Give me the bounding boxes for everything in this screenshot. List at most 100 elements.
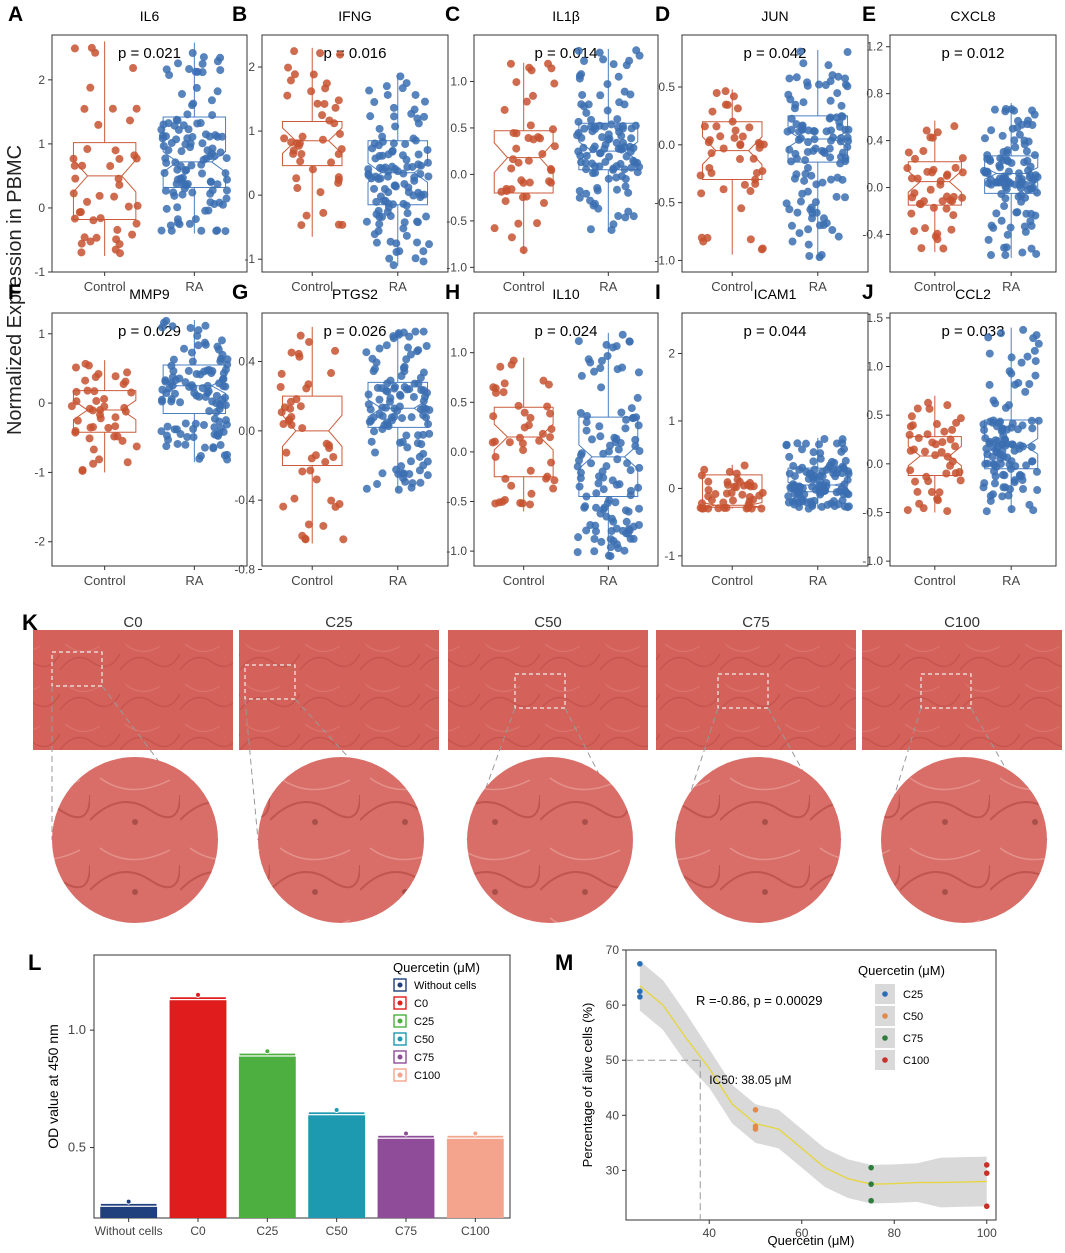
- data-point: [938, 438, 947, 447]
- x-tick-label: Control: [711, 573, 753, 588]
- data-point: [790, 174, 799, 183]
- data-point: [984, 333, 993, 342]
- data-point: [507, 233, 516, 242]
- y-tick-label: 1.0: [866, 360, 883, 374]
- bar-point: [264, 1048, 271, 1055]
- data-point: [327, 369, 336, 378]
- bar-point: [403, 1130, 409, 1137]
- data-point: [933, 496, 942, 505]
- data-point: [804, 240, 813, 249]
- data-point: [374, 206, 383, 215]
- data-point: [188, 49, 197, 58]
- data-point: [297, 149, 306, 158]
- condition-label: C0: [123, 614, 142, 631]
- data-point: [790, 489, 799, 498]
- data-point: [400, 218, 409, 227]
- data-point: [383, 172, 392, 181]
- data-point: [782, 199, 791, 208]
- data-point: [132, 219, 141, 228]
- data-point: [403, 162, 412, 171]
- data-point: [604, 130, 613, 139]
- data-point: [733, 104, 742, 113]
- data-point: [71, 174, 80, 183]
- data-point: [110, 432, 119, 441]
- data-point: [631, 442, 640, 451]
- data-point: [383, 90, 392, 99]
- data-point: [365, 86, 374, 95]
- data-point: [512, 144, 521, 153]
- data-point: [1005, 178, 1014, 187]
- data-point: [162, 204, 171, 213]
- data-point: [95, 191, 104, 200]
- panel-letter-C: C: [445, 3, 460, 26]
- x-tick-label: Control: [84, 573, 126, 588]
- data-point: [593, 186, 602, 195]
- data-point: [723, 100, 732, 109]
- data-point: [1030, 346, 1039, 355]
- microscopy-image-C0: C0: [33, 614, 233, 923]
- data-point: [721, 87, 730, 96]
- data-point: [1015, 444, 1024, 453]
- y-tick-label: 0.5: [68, 1140, 86, 1155]
- data-point: [89, 423, 98, 432]
- x-tick-label: 60: [795, 1226, 809, 1240]
- data-point: [302, 384, 311, 393]
- data-point: [413, 238, 422, 247]
- data-point: [164, 119, 173, 128]
- data-point: [507, 360, 516, 369]
- data-point: [75, 208, 84, 217]
- data-point: [404, 188, 413, 197]
- y-tick-label: 1: [668, 414, 675, 428]
- data-point: [545, 177, 554, 186]
- data-point: [716, 132, 725, 141]
- data-point: [402, 431, 411, 440]
- data-point: [221, 382, 230, 391]
- data-point: [362, 217, 371, 226]
- x-tick-label: Control: [291, 279, 333, 294]
- data-point: [214, 431, 223, 440]
- data-point: [389, 261, 398, 270]
- data-point: [298, 424, 307, 433]
- data-point: [942, 171, 951, 180]
- microscopy-image-C50: C50: [448, 614, 648, 923]
- data-point: [840, 480, 849, 489]
- data-point: [992, 462, 1001, 471]
- data-point: [592, 489, 601, 498]
- panel-title: ICAM1: [754, 286, 797, 302]
- data-point: [608, 476, 617, 485]
- microscopy-field: [862, 630, 1062, 750]
- data-point: [937, 447, 946, 456]
- data-point: [749, 154, 758, 163]
- data-point: [804, 225, 813, 234]
- zoom-line: [970, 707, 1048, 841]
- data-point: [790, 500, 799, 509]
- data-point: [787, 114, 796, 123]
- data-point-C100: [983, 1170, 990, 1176]
- data-point: [595, 422, 604, 431]
- data-point: [162, 158, 171, 167]
- data-point: [926, 133, 935, 142]
- data-point: [320, 99, 329, 108]
- data-point: [211, 131, 220, 140]
- y-tick-label: -0.4: [234, 493, 255, 507]
- data-point: [195, 392, 204, 401]
- data-point: [397, 462, 406, 471]
- bar-point: [195, 991, 201, 998]
- data-point: [599, 485, 608, 494]
- data-point-C100: [983, 1203, 990, 1210]
- data-point: [546, 409, 555, 418]
- fit-line: [639, 985, 987, 1185]
- data-point: [1001, 251, 1010, 260]
- data-point: [605, 152, 614, 161]
- x-tick-label: RA: [389, 573, 407, 588]
- condition-label: C50: [534, 614, 562, 631]
- data-point: [423, 158, 432, 167]
- data-point: [574, 46, 583, 55]
- data-point: [73, 416, 82, 425]
- data-point: [526, 121, 535, 130]
- data-point: [533, 219, 542, 228]
- data-point: [745, 123, 754, 132]
- data-point: [951, 442, 960, 451]
- data-point: [216, 357, 225, 366]
- data-point: [501, 474, 510, 483]
